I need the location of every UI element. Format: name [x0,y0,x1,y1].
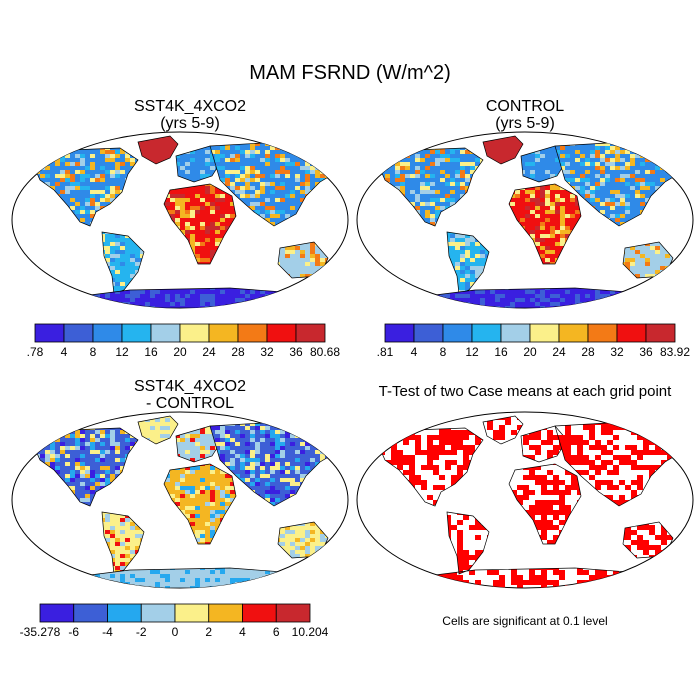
colorbar-swatch [616,323,647,343]
panel-title-diff-name: SST4K_4XCO2 [30,378,350,395]
coastline-africa [163,183,237,265]
coastline-africa [508,463,582,545]
colorbar-tick-label: 24 [202,345,216,359]
colorbar-swatch [442,323,473,343]
colorbar-swatch [140,603,176,623]
colorbar-swatch [558,323,589,343]
colorbar-tick-label: 10.204 [292,625,329,639]
colorbar-tick-label: 20 [523,345,537,359]
panel-title-case: SST4K_4XCO2 (yrs 5-9) [30,98,350,132]
coastline-namerica [31,147,139,227]
colorbar-tick-label: 8 [90,345,97,359]
map-ttest [356,411,694,589]
colorbar-swatch [242,603,277,623]
colorbar-tick-label: 12 [465,345,479,359]
panel-title-diff: SST4K_4XCO2 - CONTROL [30,378,350,412]
colorbar-swatch [92,323,123,343]
colorbar-tick-label: .81 [377,345,394,359]
colorbar-case: .78 4 8 12 16 20 24 28 32 36 80.68 [27,323,340,359]
colorbar-swatch [500,323,531,343]
colorbar-swatch [39,603,75,623]
colorbar-tick-label: 16 [144,345,158,359]
colorbar-tick-label: 24 [552,345,566,359]
colorbar-swatch [73,603,108,623]
colorbar-swatch [208,603,243,623]
colorbar-swatch [107,603,142,623]
main-title: MAM FSRND (W/m^2) [0,62,700,85]
colorbar-tick-label: 4 [239,625,246,639]
colorbar-tick-label: 28 [231,345,245,359]
coastline-greenland [137,135,179,165]
coastline-namerica [376,147,484,227]
colorbar-tick-label: 36 [289,345,303,359]
panel-title-diff-subtitle: - CONTROL [30,395,350,412]
colorbar-swatch [266,323,297,343]
colorbar-tick-label: -2 [136,625,147,639]
colorbar-swatch [645,323,676,343]
map-case [11,131,349,309]
colorbar-tick-label: 32 [260,345,274,359]
colorbar-swatch [208,323,239,343]
colorbar-tick-label: 20 [173,345,187,359]
colorbar-tick-label: 28 [581,345,595,359]
coastline-africa [163,463,237,545]
colorbar-tick-label: 6 [273,625,280,639]
colorbar-tick-label: 8 [440,345,447,359]
colorbar-swatch [295,323,326,343]
colorbar-swatch [34,323,65,343]
panel-title-case-name: SST4K_4XCO2 [30,98,350,115]
colorbar-tick-label: 12 [115,345,129,359]
colorbar-swatch [529,323,560,343]
coastline-greenland [137,415,179,445]
coastline-samerica [101,511,145,575]
colorbar-swatch [63,323,94,343]
colorbar-tick-label: 80.68 [310,345,340,359]
coastline-samerica [446,511,490,575]
colorbar-tick-label: 4 [61,345,68,359]
colorbar-tick-label: -6 [68,625,79,639]
panel-title-control-subtitle: (yrs 5-9) [365,115,685,132]
colorbar-swatch [275,603,311,623]
colorbar-tick-label: 2 [205,625,212,639]
colorbar-tick-label: 16 [494,345,508,359]
colorbar-swatch [384,323,415,343]
colorbar-control: .81 4 8 12 16 20 24 28 32 36 83.92 [377,323,690,359]
colorbar-swatch [121,323,152,343]
colorbar-swatch [471,323,502,343]
colorbar-tick-label: 4 [411,345,418,359]
colorbar-swatch [174,603,210,623]
coastline-namerica [376,427,484,507]
map-control [356,131,694,309]
significance-note: Cells are significant at 0.1 level [355,614,695,628]
colorbar-swatch [179,323,210,343]
colorbar-tick-label: 32 [610,345,624,359]
coastline-africa [508,183,582,265]
panel-title-control-name: CONTROL [365,98,685,115]
colorbar-tick-label: -4 [102,625,113,639]
coastline-namerica [31,427,139,507]
panel-title-control: CONTROL (yrs 5-9) [365,98,685,132]
colorbar-swatch [237,323,268,343]
panel-title-case-subtitle: (yrs 5-9) [30,115,350,132]
colorbar-tick-label: -35.278 [20,625,61,639]
colorbar-tick-label: 36 [639,345,653,359]
colorbar-diff: -35.278 -6 -4 -2 0 2 4 6 10.204 [20,603,329,639]
panel-title-ttest: T-Test of two Case means at each grid po… [355,383,695,400]
coastline-samerica [446,231,490,295]
colorbar-tick-label: 0 [172,625,179,639]
coastline-samerica [101,231,145,295]
colorbar-tick-label: 83.92 [660,345,690,359]
coastline-greenland [482,135,524,165]
colorbar-swatch [587,323,618,343]
colorbar-swatch [413,323,444,343]
coastline-greenland [482,415,524,445]
colorbar-swatch [150,323,181,343]
colorbar-tick-label: .78 [27,345,44,359]
map-diff [11,411,349,589]
